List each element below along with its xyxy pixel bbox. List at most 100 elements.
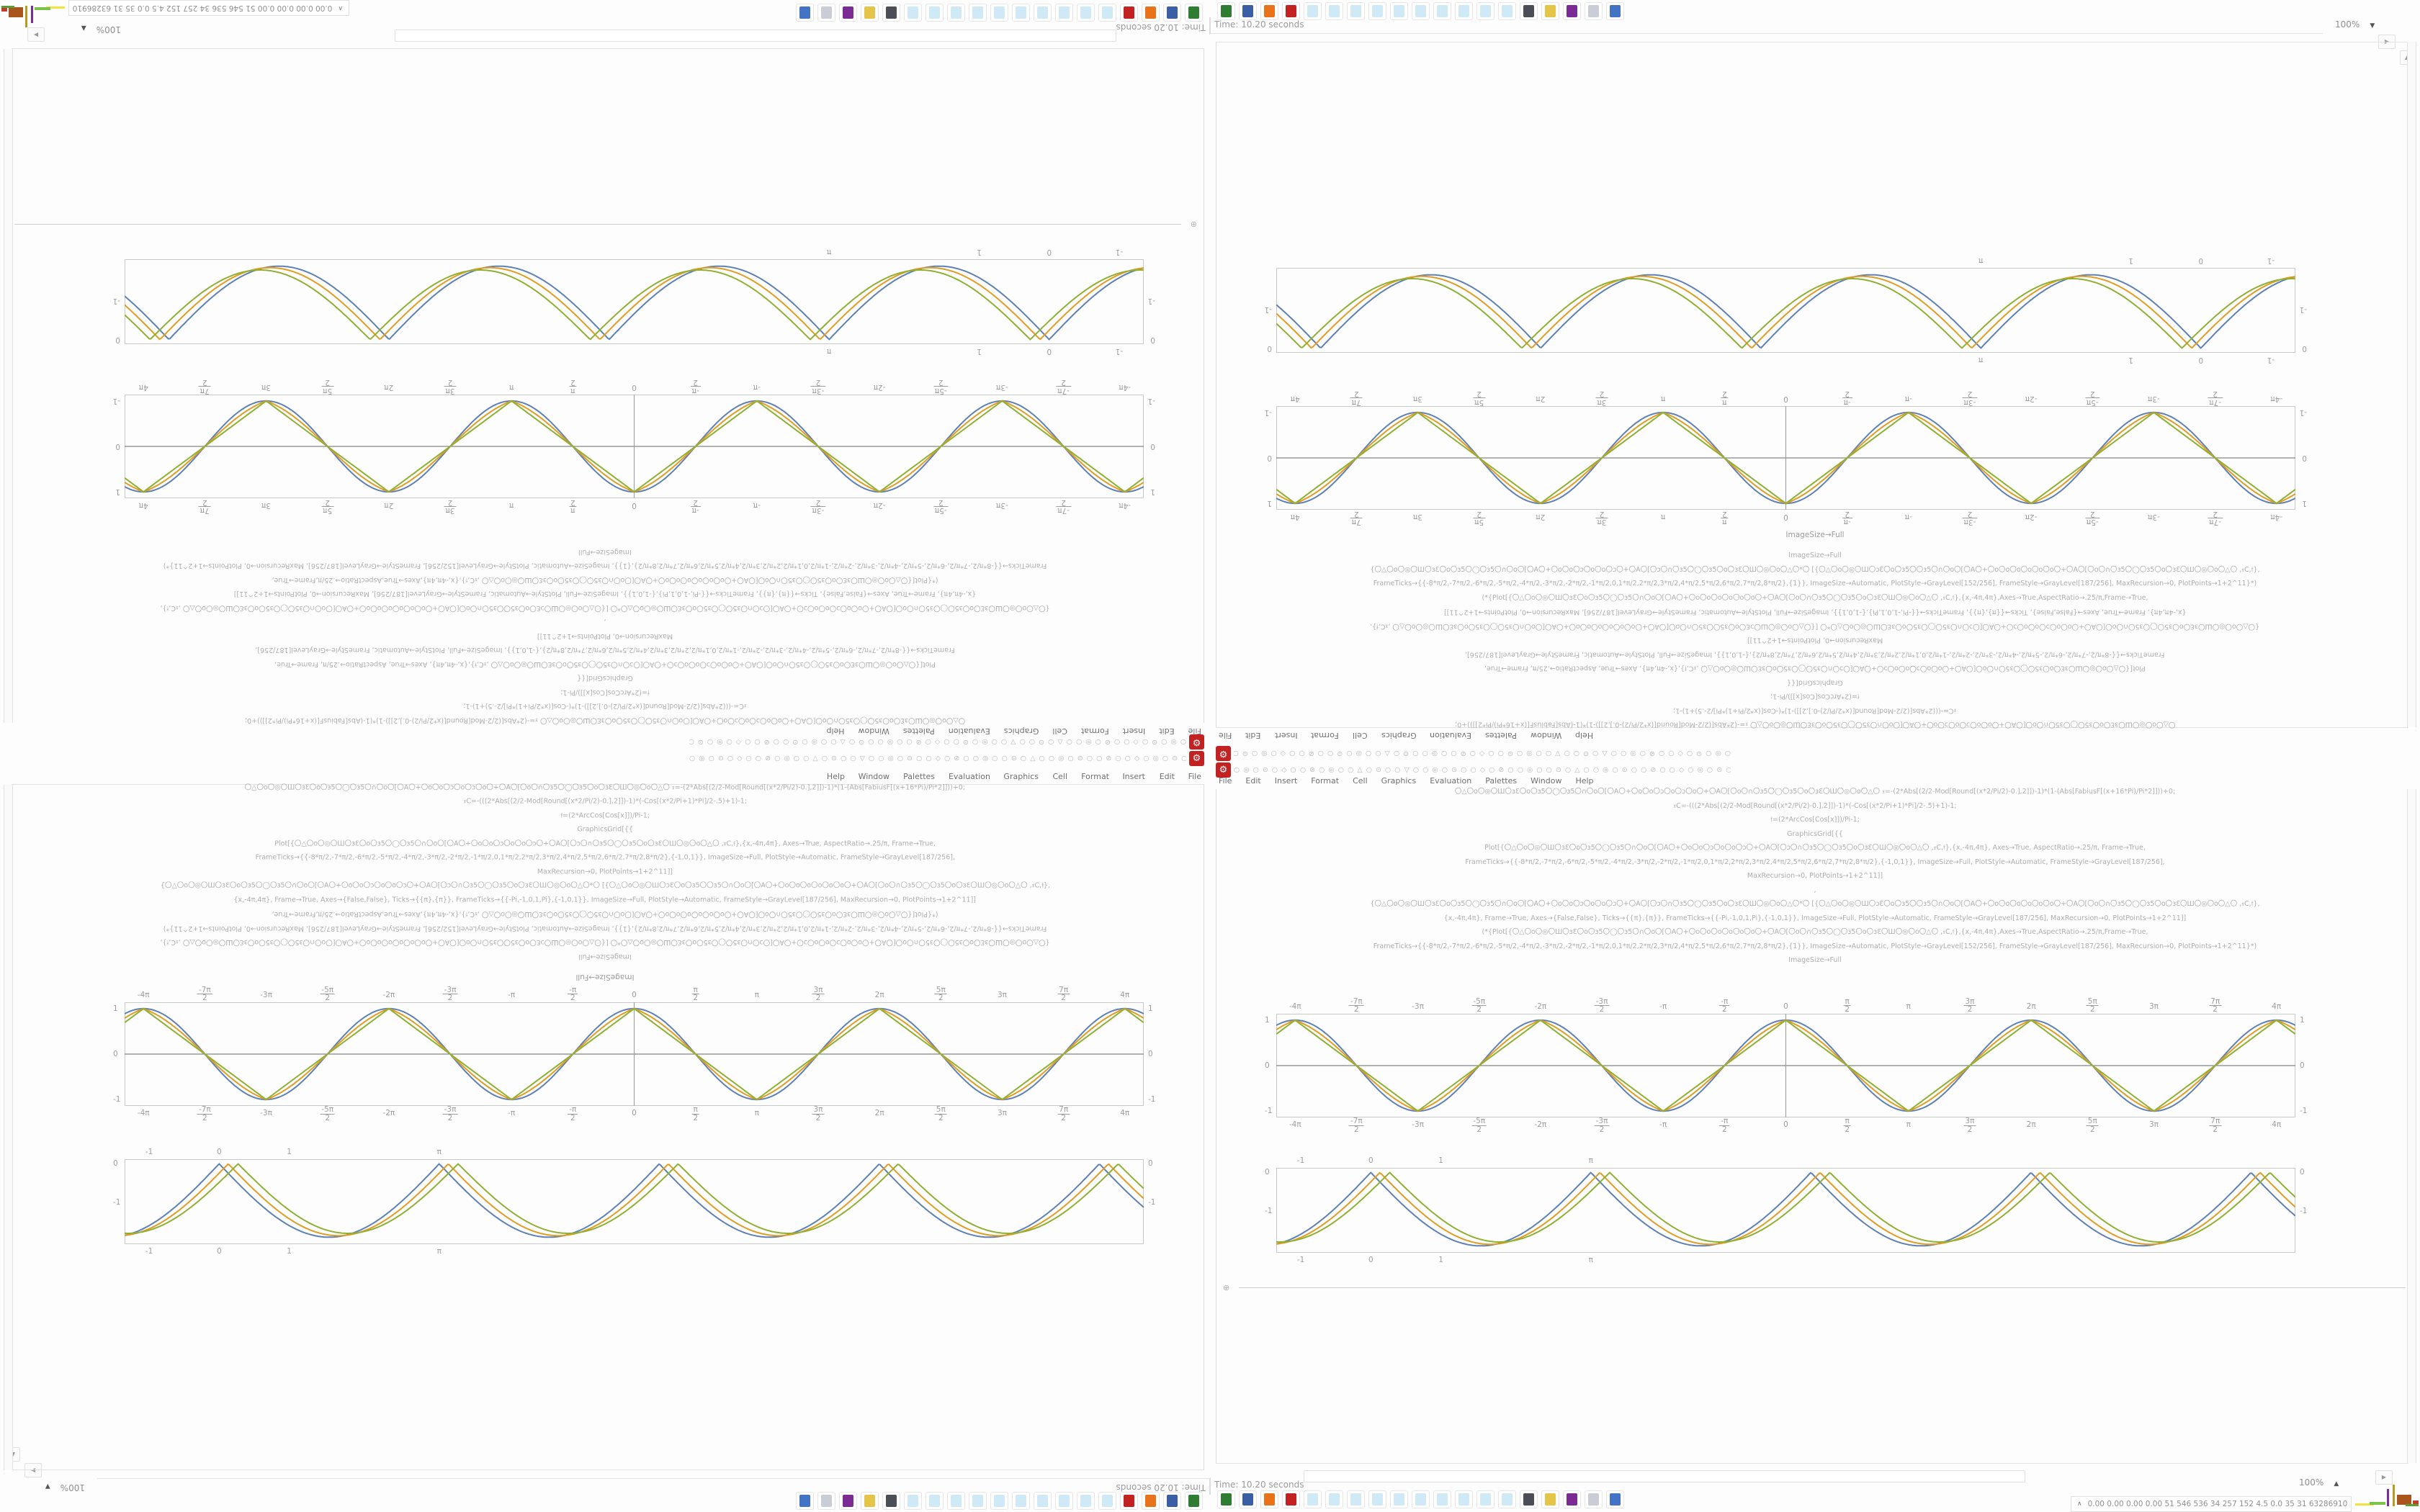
notepad-icon[interactable] bbox=[1325, 2, 1343, 20]
scroll-right-button-bottom[interactable]: ▶ bbox=[2375, 1470, 2393, 1485]
menu-evaluation[interactable]: Evaluation bbox=[1430, 776, 1472, 786]
notepad-icon[interactable] bbox=[947, 1492, 965, 1510]
horizontal-scrollbar[interactable] bbox=[395, 30, 1116, 42]
notepad-icon[interactable] bbox=[990, 4, 1008, 22]
app-gear-icon[interactable]: ⚙ bbox=[1189, 734, 1204, 750]
notepad-icon[interactable] bbox=[1347, 2, 1365, 20]
notepad-icon[interactable] bbox=[1455, 2, 1473, 20]
menu-graphics[interactable]: Graphics bbox=[1003, 726, 1039, 736]
scroll-right-button-bottom[interactable]: ▶ bbox=[27, 27, 45, 42]
zoom-control-bottom[interactable]: 100%▲ bbox=[2299, 1477, 2339, 1488]
browser-icon[interactable] bbox=[1260, 2, 1278, 20]
menu-insert[interactable]: Insert bbox=[1274, 731, 1298, 740]
console-icon[interactable] bbox=[1217, 2, 1235, 20]
notepad-icon[interactable] bbox=[969, 1492, 987, 1510]
menu-window[interactable]: Window bbox=[1531, 776, 1562, 786]
settings-badge-icon[interactable] bbox=[1282, 2, 1300, 20]
menu-format[interactable]: Format bbox=[1080, 772, 1109, 781]
menu-palettes[interactable]: Palettes bbox=[1485, 731, 1518, 740]
notepad-icon[interactable] bbox=[1012, 4, 1030, 22]
menu-evaluation[interactable]: Evaluation bbox=[1430, 731, 1472, 740]
notepad-icon[interactable] bbox=[1498, 2, 1516, 20]
scroll-right-button[interactable]: ▶ bbox=[24, 1463, 42, 1477]
notepad-icon[interactable] bbox=[947, 4, 965, 22]
notepad-icon[interactable] bbox=[1098, 1492, 1116, 1510]
monitor-icon[interactable] bbox=[882, 4, 900, 22]
folder-icon[interactable] bbox=[1541, 1490, 1559, 1508]
menu-insert[interactable]: Insert bbox=[1274, 776, 1298, 786]
toolbar-buttons[interactable]: ○ ◎ ○ ⊙ ○ ◇ ○ ○ ⊘ ○ ◎ ○ ○ △ ○ ⊙ ○ ○ ▽ ○ … bbox=[689, 755, 1186, 762]
media-player-icon[interactable] bbox=[1563, 1490, 1581, 1508]
menu-window[interactable]: Window bbox=[858, 772, 889, 781]
vertical-scrollbar-lower[interactable] bbox=[4, 49, 13, 723]
notepad-icon[interactable] bbox=[1433, 2, 1451, 20]
menu-graphics[interactable]: Graphics bbox=[1381, 776, 1417, 786]
menu-palettes[interactable]: Palettes bbox=[902, 772, 935, 781]
media-player-icon[interactable] bbox=[1563, 2, 1581, 20]
folder-icon[interactable] bbox=[861, 1492, 879, 1510]
notepad-icon[interactable] bbox=[1304, 2, 1322, 20]
browser-icon[interactable] bbox=[1142, 4, 1160, 22]
document-scroll-icon[interactable] bbox=[817, 1492, 835, 1510]
browser-icon[interactable] bbox=[1260, 1490, 1278, 1508]
settings-badge-icon[interactable] bbox=[1282, 1490, 1300, 1508]
console-icon[interactable] bbox=[1185, 4, 1203, 22]
menu-bar-flipped[interactable]: File Edit Insert Format Cell Graphics Evaluati… bbox=[1219, 731, 1594, 740]
monitor-icon[interactable] bbox=[1520, 2, 1538, 20]
menu-evaluation[interactable]: Evaluation bbox=[948, 772, 990, 781]
notepad-icon[interactable] bbox=[1412, 2, 1430, 20]
insert-cell-indicator[interactable]: ⊕ bbox=[1223, 1283, 1230, 1292]
menu-window[interactable]: Window bbox=[858, 726, 889, 736]
document-scroll-icon[interactable] bbox=[1585, 2, 1603, 20]
notepad-icon[interactable] bbox=[926, 4, 944, 22]
browser-icon[interactable] bbox=[1142, 1492, 1160, 1510]
notepad-icon[interactable] bbox=[1034, 1492, 1052, 1510]
menu-cell[interactable]: Cell bbox=[1353, 776, 1368, 786]
toolbar[interactable]: ⚙ ○ ◎ ○ ⊙ ○ ◇ ○ ○ ⊘ ○ ◎ ○ ○ △ ○ ⊙ ○ ○ ▽ ○… bbox=[1216, 762, 1731, 778]
menu-palettes[interactable]: Palettes bbox=[902, 726, 935, 736]
window-icon[interactable] bbox=[796, 1492, 814, 1510]
vertical-scrollbar[interactable] bbox=[2407, 42, 2416, 727]
document-scroll-icon[interactable] bbox=[1585, 1490, 1603, 1508]
toolbar-buttons[interactable]: ○ ◎ ○ ⊙ ○ ◇ ○ ○ ⊘ ○ ◎ ○ ○ △ ○ ⊙ ○ ○ ▽ ○ … bbox=[1234, 766, 1731, 774]
notepad-icon[interactable] bbox=[1368, 1490, 1386, 1508]
notepad-icon[interactable] bbox=[1077, 4, 1095, 22]
notepad-icon[interactable] bbox=[1412, 1490, 1430, 1508]
menu-bar[interactable]: File Edit Insert Format Cell Graphics Evaluati… bbox=[1219, 776, 1594, 786]
menu-help[interactable]: Help bbox=[826, 726, 845, 736]
console-icon[interactable] bbox=[1185, 1492, 1203, 1510]
notepad-icon[interactable] bbox=[926, 1492, 944, 1510]
toolbar-flipped[interactable]: ⚙ ○ ◎ ○ ⊙ ○ ◇ ○ ○ ⊘ ○ ◎ ○ ○ △ ○ ⊙ ○ ○ ▽ ○… bbox=[689, 751, 1204, 766]
window-icon[interactable] bbox=[1606, 2, 1624, 20]
document-scroll-icon[interactable] bbox=[817, 4, 835, 22]
menu-bar-flipped[interactable]: File Edit Insert Format Cell Graphics Evaluati… bbox=[826, 772, 1201, 781]
notepad-icon[interactable] bbox=[1347, 1490, 1365, 1508]
menu-edit[interactable]: Edit bbox=[1159, 772, 1175, 781]
window-icon[interactable] bbox=[1606, 1490, 1624, 1508]
app-gear-icon[interactable]: ⚙ bbox=[1216, 746, 1231, 761]
menu-palettes[interactable]: Palettes bbox=[1485, 776, 1518, 786]
floppy-icon[interactable] bbox=[1163, 4, 1181, 22]
menu-help[interactable]: Help bbox=[1575, 731, 1594, 740]
menu-edit[interactable]: Edit bbox=[1159, 726, 1175, 736]
menu-cell[interactable]: Cell bbox=[1052, 772, 1067, 781]
notepad-icon[interactable] bbox=[1055, 1492, 1073, 1510]
notepad-icon[interactable] bbox=[1476, 2, 1494, 20]
notepad-icon[interactable] bbox=[1368, 2, 1386, 20]
vertical-scrollbar-lower[interactable] bbox=[2407, 789, 2416, 1463]
menu-format[interactable]: Format bbox=[1080, 726, 1109, 736]
horizontal-scrollbar[interactable] bbox=[1304, 1470, 2025, 1482]
zoom-control[interactable]: 100%▼ bbox=[45, 1482, 85, 1493]
menu-bar[interactable]: File Edit Insert Format Cell Graphics Evaluati… bbox=[826, 726, 1201, 736]
menu-graphics[interactable]: Graphics bbox=[1381, 731, 1417, 740]
notepad-icon[interactable] bbox=[969, 4, 987, 22]
floppy-icon[interactable] bbox=[1239, 1490, 1257, 1508]
notepad-icon[interactable] bbox=[1098, 4, 1116, 22]
toolbar-buttons[interactable]: ○ ◎ ○ ⊙ ○ ◇ ○ ○ ⊘ ○ ◎ ○ ○ △ ○ ⊙ ○ ○ ▽ ○ … bbox=[1234, 750, 1731, 757]
menu-file[interactable]: File bbox=[1188, 772, 1201, 781]
settings-badge-icon[interactable] bbox=[1120, 1492, 1138, 1510]
insert-cell-indicator[interactable]: ⊕ bbox=[1190, 220, 1197, 229]
media-player-icon[interactable] bbox=[839, 1492, 857, 1510]
toolbar-flipped[interactable]: ⚙ ○ ◎ ○ ⊙ ○ ◇ ○ ○ ⊘ ○ ◎ ○ ○ △ ○ ⊙ ○ ○ ▽ ○… bbox=[1216, 746, 1731, 761]
notepad-icon[interactable] bbox=[990, 1492, 1008, 1510]
